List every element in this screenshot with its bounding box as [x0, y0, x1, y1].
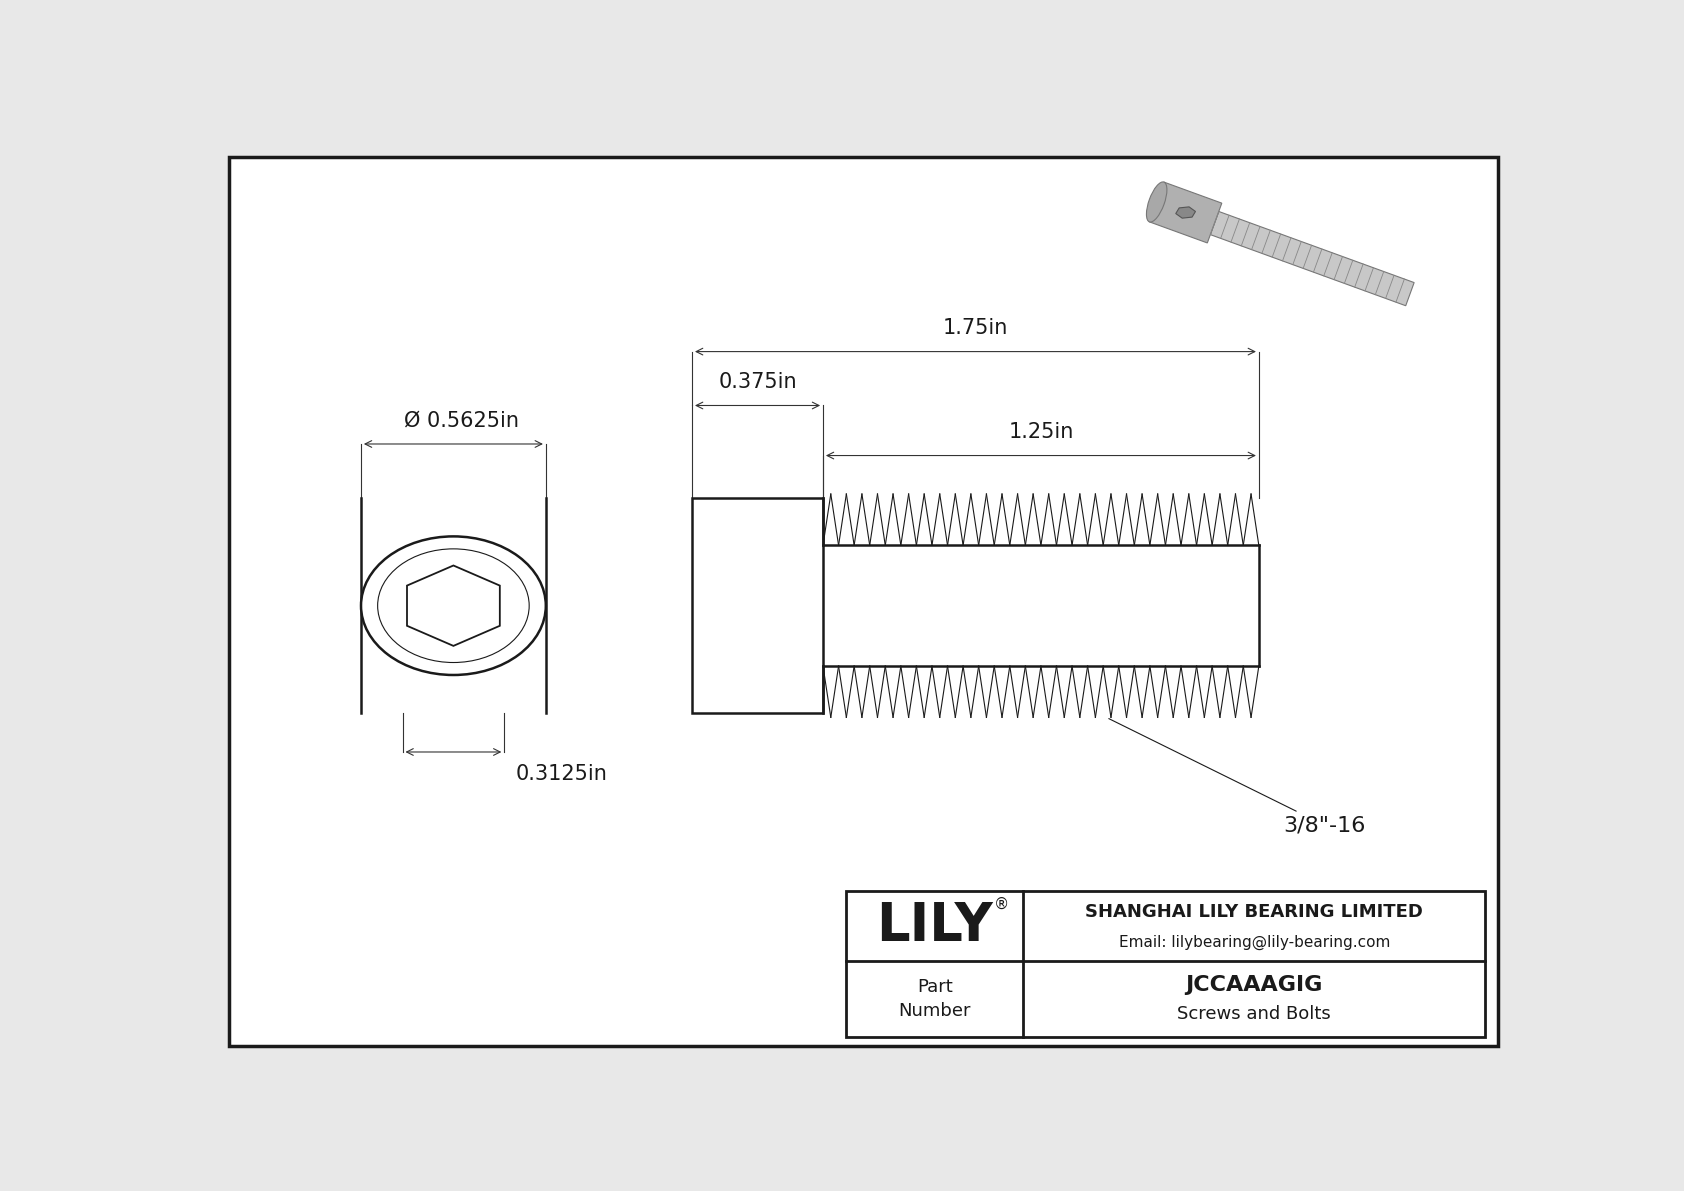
Text: 0.3125in: 0.3125in [515, 763, 608, 784]
Text: JCCAAAGIG: JCCAAAGIG [1186, 975, 1324, 994]
Text: 3/8"-16: 3/8"-16 [1108, 718, 1366, 835]
Text: Ø 0.5625in: Ø 0.5625in [404, 410, 519, 430]
Text: Email: lilybearing@lily-bearing.com: Email: lilybearing@lily-bearing.com [1118, 935, 1389, 950]
Polygon shape [1211, 212, 1415, 306]
Text: Part
Number: Part Number [898, 978, 972, 1019]
Bar [692, 498, 823, 713]
Text: Screws and Bolts: Screws and Bolts [1177, 1005, 1330, 1023]
Polygon shape [1175, 207, 1196, 218]
Text: LILY: LILY [876, 899, 994, 952]
Text: 0.375in: 0.375in [719, 372, 797, 392]
Ellipse shape [1147, 182, 1167, 222]
Ellipse shape [377, 549, 529, 662]
Polygon shape [1150, 182, 1223, 243]
Bar [845, 891, 1485, 1037]
Text: ®: ® [994, 897, 1009, 911]
Polygon shape [408, 566, 500, 646]
Ellipse shape [360, 536, 546, 675]
Text: 1.25in: 1.25in [1009, 422, 1074, 442]
Text: 1.75in: 1.75in [943, 318, 1009, 338]
Text: SHANGHAI LILY BEARING LIMITED: SHANGHAI LILY BEARING LIMITED [1084, 903, 1423, 921]
